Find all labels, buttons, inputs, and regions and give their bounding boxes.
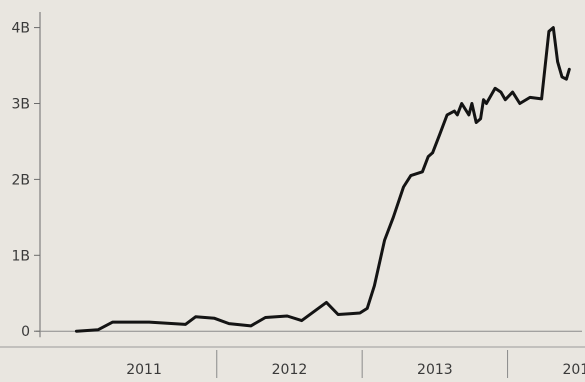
y-tick-label: 3B bbox=[11, 96, 30, 112]
x-tick-label: 2014 bbox=[562, 362, 585, 378]
axis-layer bbox=[0, 12, 585, 348]
y-tick-label: 4B bbox=[11, 21, 30, 37]
series-layer bbox=[74, 26, 571, 333]
y-tick-label: 2B bbox=[11, 172, 30, 188]
y-tick-label: 0 bbox=[21, 324, 30, 340]
tick-layer: 0 1B 2B 3B 4B 2011 2012 2013 2014 bbox=[11, 21, 585, 378]
series-line bbox=[74, 26, 571, 333]
x-tick-label: 2013 bbox=[417, 362, 453, 378]
y-tick-label: 1B bbox=[11, 248, 30, 264]
x-tick-label: 2011 bbox=[126, 362, 162, 378]
x-tick-label: 2012 bbox=[272, 362, 308, 378]
